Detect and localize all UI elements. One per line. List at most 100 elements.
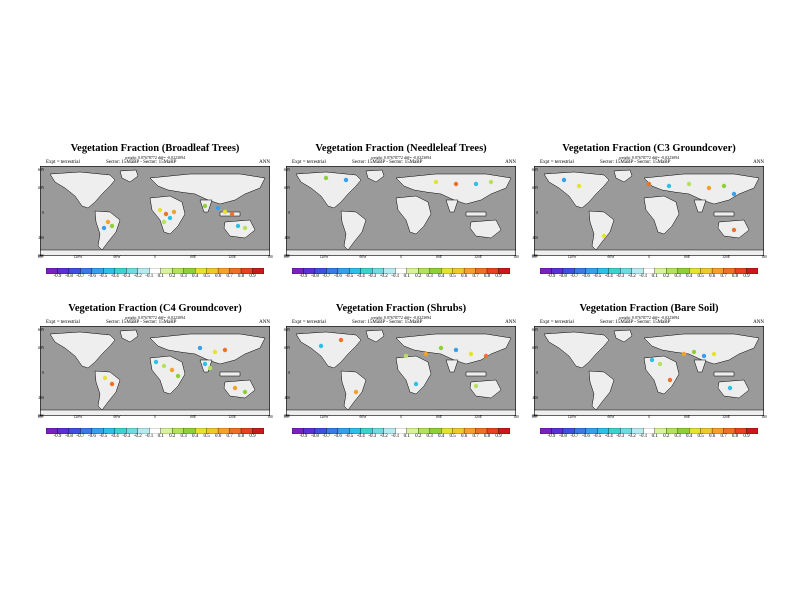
panel-expt: Expt = terrestrial — [292, 160, 326, 165]
vegetation-anomaly-cell — [169, 367, 175, 373]
colorbar-tick-label: 0.3 — [180, 274, 187, 279]
vegetation-anomaly-cell — [207, 365, 213, 371]
lon-label: 0 — [400, 255, 402, 259]
colorbar-tick-label: -0.2 — [133, 274, 142, 279]
colorbar-tick-label: -0.1 — [639, 434, 648, 439]
colorbar-tick-label: -0.2 — [627, 434, 636, 439]
colorbar-tick-label: 0.5 — [697, 434, 704, 439]
colorbar — [540, 428, 758, 434]
panel-title: Vegetation Fraction (C4 Groundcover) — [68, 303, 242, 314]
colorbar-tick-label: 0.6 — [214, 434, 222, 439]
africa-landmass — [643, 195, 680, 235]
colorbar-tick-label: -0.5 — [345, 274, 354, 279]
colorbar-tick-label: -0.4 — [356, 274, 365, 279]
australia-landmass — [223, 379, 256, 399]
lon-label: 0 — [400, 415, 402, 419]
colorbar — [46, 268, 264, 274]
colorbar-tick-label: -0.8 — [64, 274, 73, 279]
colorbar-tick-label: -0.9 — [299, 434, 308, 439]
lon-label: 120E — [228, 255, 236, 259]
indonesia-landmass — [713, 211, 735, 217]
colorbar-tick-label: -0.3 — [616, 274, 625, 279]
colorbar-tick-label: 0.2 — [169, 434, 176, 439]
map-frame — [286, 166, 516, 256]
vegetation-anomaly-cell — [453, 347, 459, 353]
vegetation-anomaly-cell — [153, 359, 159, 365]
colorbar-tick-label: 0.1 — [403, 434, 410, 439]
india-landmass — [693, 199, 707, 213]
lat-label: 60N — [283, 328, 290, 332]
colorbar — [540, 268, 758, 274]
europe-asia-landmass — [395, 173, 512, 205]
colorbar-swatch — [252, 428, 264, 434]
vegetation-anomaly-cell — [601, 233, 607, 239]
map-frame — [286, 326, 516, 416]
colorbar-tick-label: 0.4 — [686, 434, 693, 439]
world-map — [40, 326, 270, 416]
lon-label: 120W — [567, 255, 577, 259]
north-america-landmass — [543, 331, 610, 369]
greenland-landmass — [365, 329, 385, 343]
vegetation-anomaly-cell — [197, 345, 203, 351]
colorbar-tick-label: -0.9 — [53, 434, 62, 439]
colorbar-tick-label: 0.8 — [483, 434, 491, 439]
lon-label: 60W — [113, 255, 121, 259]
vegetation-anomaly-cell — [235, 223, 241, 229]
vegetation-anomaly-cell — [646, 181, 652, 187]
north-america-landmass — [543, 171, 610, 209]
colorbar-tick-label: -0.9 — [547, 274, 556, 279]
colorbar-tick-label: -0.1 — [391, 274, 400, 279]
south-america-landmass — [588, 210, 615, 251]
map-panel-broadleaf-trees: Vegetation Fraction (Broadleaf Trees) we… — [37, 143, 272, 303]
panel-season: ANN — [753, 160, 764, 165]
colorbar-tick-label: -0.6 — [581, 434, 590, 439]
africa-landmass — [395, 355, 432, 395]
panel-sector: Sector: 15MaBP - Sector: 15MaBP — [600, 320, 671, 325]
colorbar-tick-label: -0.1 — [391, 434, 400, 439]
colorbar-tick-label: -0.7 — [322, 434, 331, 439]
antarctica-landmass — [286, 249, 516, 256]
panel-season: ANN — [505, 320, 516, 325]
lon-label: 180 — [513, 255, 519, 259]
colorbar-tick-label: 0.7 — [226, 434, 233, 439]
lon-label: 120W — [567, 415, 577, 419]
colorbar-tick-label: -0.9 — [53, 274, 62, 279]
south-america-landmass — [340, 370, 367, 411]
lon-label: 120E — [474, 415, 482, 419]
india-landmass — [445, 359, 459, 373]
lat-label: 40N — [37, 186, 44, 190]
lat-label: 0 — [288, 211, 290, 215]
colorbar-tick-label: -0.3 — [122, 274, 131, 279]
colorbar-tick-label: 0.7 — [472, 434, 479, 439]
lon-label: 180 — [761, 255, 767, 259]
north-america-landmass — [49, 331, 116, 369]
lat-label: 0 — [536, 371, 538, 375]
colorbar-tick-label: -0.6 — [581, 274, 590, 279]
india-landmass — [693, 359, 707, 373]
colorbar-tick-label: 0.9 — [743, 434, 750, 439]
vegetation-anomaly-cell — [413, 381, 419, 387]
map-panel-shrubs: Vegetation Fraction (Shrubs) weight: 0.0… — [283, 303, 518, 463]
colorbar — [292, 268, 510, 274]
panel-stats: weight: 0.07678772 diff= -0.0223094 — [618, 155, 680, 160]
world-map — [286, 166, 516, 256]
lat-label: 0 — [42, 371, 44, 375]
panel-expt: Expt = terrestrial — [46, 160, 80, 165]
colorbar-tick-label: -0.5 — [593, 434, 602, 439]
panel-sector: Sector: 15MaBP - Sector: 15MaBP — [352, 320, 423, 325]
colorbar-tick-label: 0.8 — [237, 434, 245, 439]
lon-label: 60E — [684, 255, 690, 259]
colorbar-tick-label: -0.8 — [558, 274, 567, 279]
colorbar-tick-label: -0.8 — [310, 274, 319, 279]
lon-label: 60W — [607, 415, 615, 419]
colorbar-tick-label: 0.9 — [495, 434, 502, 439]
colorbar-tick-label: 0.3 — [674, 434, 681, 439]
map-panel-c3-groundcover: Vegetation Fraction (C3 Groundcover) wei… — [531, 143, 766, 303]
colorbar-tick-label: -0.7 — [76, 434, 85, 439]
panel-stats: weight: 0.07678772 diff= -0.0223094 — [370, 155, 432, 160]
lat-label: 0 — [42, 211, 44, 215]
world-map — [534, 166, 764, 256]
vegetation-anomaly-cell — [343, 177, 349, 183]
panel-season: ANN — [505, 160, 516, 165]
lat-label: 40S — [284, 396, 290, 400]
